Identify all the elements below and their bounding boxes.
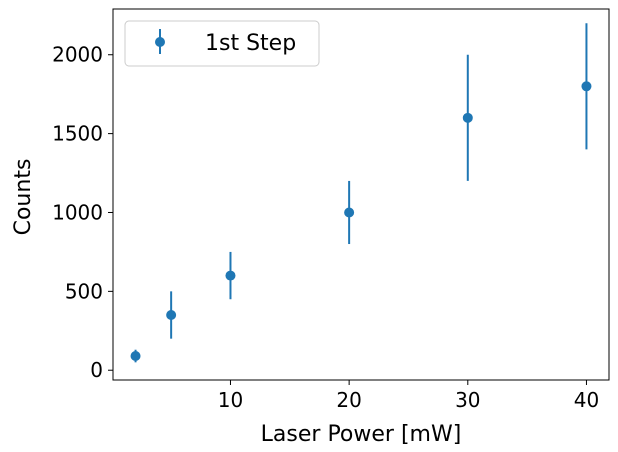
points-layer	[130, 81, 592, 362]
y-tick-label: 2000	[52, 43, 103, 67]
y-tick-label: 1000	[52, 200, 103, 224]
data-point	[581, 81, 592, 92]
x-tick-label: 10	[218, 388, 243, 412]
data-point	[166, 310, 177, 321]
legend: 1st Step	[124, 20, 320, 67]
data-point	[462, 112, 473, 123]
data-point	[130, 351, 141, 362]
x-tick-label: 30	[455, 388, 480, 412]
y-axis-title: Counts	[11, 159, 36, 236]
y-tick-label: 0	[90, 358, 103, 382]
data-point	[344, 207, 355, 218]
y-tick-label: 1500	[52, 122, 103, 146]
y-tick-label: 500	[65, 279, 103, 303]
legend-label: 1st Step	[205, 31, 296, 56]
plot-frame	[112, 8, 610, 381]
y-axis-ticks: 0 500 1000 1500 2000	[52, 43, 113, 382]
legend-box	[124, 20, 320, 67]
legend-marker	[155, 37, 165, 47]
x-axis-title: Laser Power [mW]	[261, 422, 462, 447]
x-axis-ticks: 10 20 30 40	[218, 380, 599, 412]
data-point	[225, 270, 236, 281]
x-tick-label: 40	[574, 388, 599, 412]
x-tick-label: 20	[336, 388, 361, 412]
